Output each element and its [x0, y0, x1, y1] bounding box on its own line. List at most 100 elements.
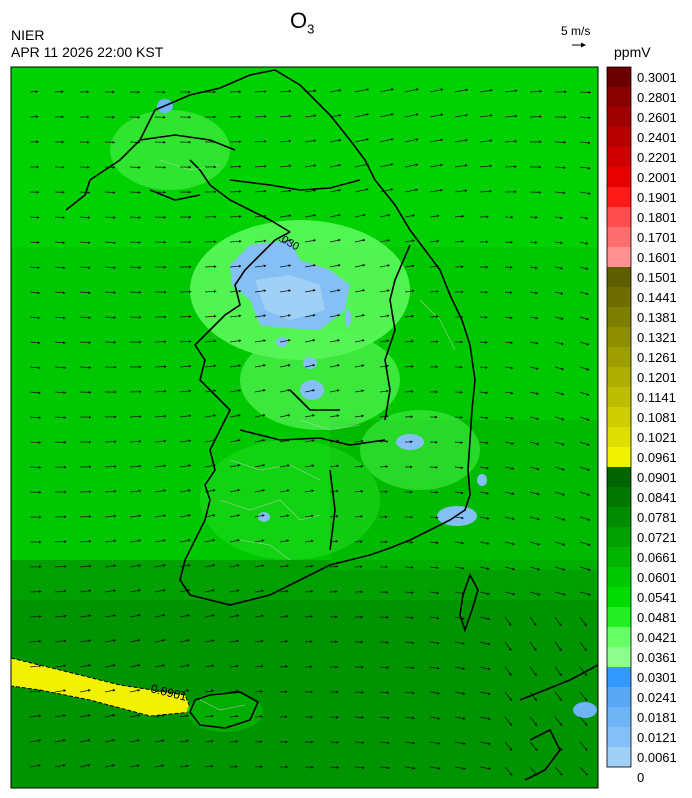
wind-arrow	[179, 315, 192, 318]
wind-arrow	[529, 591, 541, 596]
wind-arrow	[329, 540, 339, 543]
wind-arrow	[204, 639, 215, 643]
wind-arrow	[179, 489, 192, 493]
wind-arrow	[379, 213, 391, 218]
wind-arrow	[79, 564, 92, 568]
wind-arrow	[54, 216, 66, 219]
wind-arrow	[379, 691, 390, 695]
wind-arrow	[204, 739, 214, 743]
wind-arrow	[104, 266, 117, 270]
colorbar-tick-label: 0.0901	[637, 470, 677, 485]
wind-arrow	[354, 741, 365, 744]
wind-arrow	[454, 641, 466, 645]
wind-arrow	[29, 266, 41, 270]
colorbar-tick-label: 0.1501	[637, 270, 677, 285]
colorbar-tick-label: 0.1901	[637, 190, 677, 205]
wind-arrow	[579, 766, 588, 776]
wind-arrow	[304, 314, 316, 318]
wind-arrow	[329, 314, 341, 318]
wind-arrow	[554, 616, 562, 627]
wind-arrow	[54, 714, 67, 718]
wind-arrow	[404, 716, 416, 720]
wind-arrow	[379, 465, 389, 468]
wind-arrow	[329, 389, 340, 393]
wind-arrow	[254, 264, 267, 268]
wind-arrow	[254, 414, 266, 418]
wind-arrow	[554, 641, 562, 652]
wind-arrow	[229, 389, 242, 393]
wind-arrow	[104, 639, 116, 643]
wind-arrow	[279, 439, 291, 443]
wind-arrow	[504, 641, 512, 651]
wind-arrow	[404, 113, 419, 118]
wind-arrow	[279, 464, 290, 468]
wind-arrow	[554, 541, 566, 546]
wind-arrow	[379, 239, 391, 243]
wind-arrow	[404, 314, 415, 318]
wind-arrow	[329, 590, 338, 594]
wind-arrow	[554, 766, 563, 776]
wind-arrow	[479, 741, 492, 745]
wind-arrow	[204, 339, 217, 343]
wind-arrow	[354, 88, 370, 93]
wind-arrow	[304, 590, 314, 593]
wind-arrow	[254, 664, 264, 668]
wind-arrow	[479, 591, 491, 596]
wind-arrow	[354, 339, 365, 343]
wind-arrow	[304, 615, 314, 618]
wind-arrow	[579, 316, 590, 321]
wind-arrow	[129, 489, 142, 493]
wind-arrow	[329, 89, 342, 93]
wind-arrow	[579, 291, 589, 296]
wind-arrow	[229, 514, 241, 518]
wind-arrow	[54, 266, 66, 270]
wind-arrow	[79, 241, 91, 245]
wind-arrow	[454, 88, 469, 93]
wind-arrow	[129, 439, 142, 443]
wind-arrow	[404, 641, 415, 645]
wind-arrow	[504, 541, 515, 546]
wind-arrow	[229, 489, 241, 493]
wind-arrow	[204, 414, 217, 418]
wind-arrow	[579, 516, 591, 521]
wind-arrow	[379, 389, 389, 393]
wind-arrow	[504, 691, 512, 701]
wind-arrow	[204, 589, 216, 593]
colorbar-tick-label: 0.2801	[637, 90, 677, 105]
wind-arrow	[504, 316, 513, 320]
wind-arrow	[204, 464, 216, 468]
wind-arrow	[304, 539, 314, 543]
wind-arrow	[454, 189, 468, 193]
colorbar-tick-label: 0.2601	[637, 110, 677, 125]
wind-arrow	[479, 391, 489, 395]
wind-arrow	[479, 641, 491, 646]
wind-arrow	[304, 89, 317, 93]
wind-arrow	[479, 541, 490, 545]
wind-arrow	[354, 515, 364, 518]
wind-arrow	[504, 666, 512, 676]
wind-arrow	[529, 441, 540, 446]
wind-arrow	[329, 565, 339, 568]
wind-arrow	[204, 664, 215, 668]
wind-arrow	[204, 614, 215, 618]
wind-arrow	[504, 139, 518, 143]
wind-arrow	[154, 489, 167, 493]
colorbar-swatch	[607, 347, 631, 368]
wind-arrow	[429, 188, 443, 193]
wind-arrow	[404, 339, 415, 343]
wind-arrow	[129, 190, 141, 194]
wind-arrow	[579, 466, 591, 471]
wind-arrow	[304, 289, 316, 293]
wind-arrow	[479, 766, 492, 770]
wind-arrow	[204, 314, 217, 318]
wind-arrow	[79, 316, 92, 320]
wind-arrow	[504, 741, 513, 751]
wind-arrow	[229, 740, 239, 743]
wind-arrow	[29, 764, 42, 768]
wind-arrow	[304, 640, 313, 644]
wind-arrow	[379, 741, 390, 745]
colorbar-tick-label: 0.1701	[637, 230, 677, 245]
wind-arrow	[129, 589, 142, 593]
wind-arrow	[454, 164, 468, 168]
wind-arrow	[254, 289, 267, 293]
